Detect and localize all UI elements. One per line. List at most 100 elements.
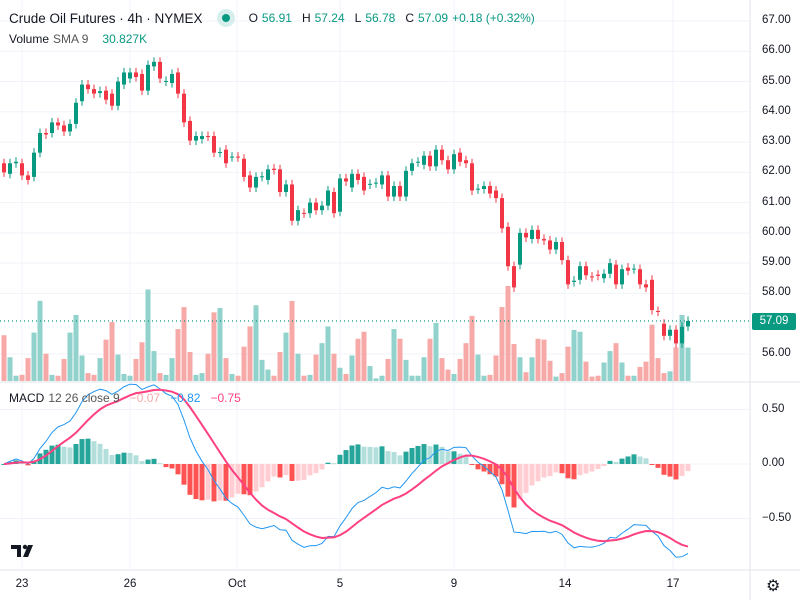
close-value: 57.09 bbox=[418, 11, 449, 25]
volume-bar bbox=[529, 357, 535, 381]
volume-bar bbox=[571, 329, 577, 381]
volume-bar bbox=[403, 359, 409, 381]
candle-body bbox=[50, 122, 54, 133]
macd-histogram-bar bbox=[685, 464, 691, 472]
volume-bar bbox=[13, 375, 19, 381]
macd-histogram-bar bbox=[211, 464, 217, 502]
macd-histogram-bar bbox=[109, 454, 115, 464]
time-label: 23 bbox=[15, 578, 29, 590]
market-status-icon bbox=[216, 9, 235, 27]
candle-body bbox=[338, 178, 342, 212]
candle-body bbox=[602, 273, 606, 279]
macd-histogram-bar bbox=[181, 464, 187, 485]
candle-body bbox=[662, 323, 666, 336]
macd-signal-value: −0.75 bbox=[210, 391, 241, 405]
volume-bar bbox=[619, 362, 625, 381]
macd-histogram-bar bbox=[55, 444, 61, 464]
price-tick-label: 60.00 bbox=[762, 225, 791, 238]
candle-body bbox=[170, 73, 174, 84]
macd-histogram-bar bbox=[43, 449, 49, 464]
macd-histogram-bar bbox=[187, 464, 193, 495]
macd-histogram-bar bbox=[481, 464, 487, 472]
candle-body bbox=[8, 163, 12, 174]
macd-histogram-bar bbox=[265, 464, 271, 482]
open-value: 56.91 bbox=[261, 11, 292, 25]
volume-bar bbox=[373, 378, 379, 381]
macd-histogram-bar bbox=[157, 463, 163, 465]
symbol-title[interactable]: Crude Oil Futures · 4h · NYMEX bbox=[9, 10, 203, 26]
macd-histogram-bar bbox=[1, 464, 7, 465]
volume-bar bbox=[265, 369, 271, 381]
macd-histogram-bar bbox=[589, 464, 595, 472]
macd-histogram-bar bbox=[355, 444, 361, 464]
macd-histogram-bar bbox=[433, 444, 439, 464]
candle-body bbox=[674, 329, 678, 344]
candle-body bbox=[260, 176, 264, 178]
volume-bar bbox=[337, 367, 343, 381]
volume-bar bbox=[55, 375, 61, 381]
candle-body bbox=[578, 266, 582, 280]
settings-gear-icon[interactable]: ⚙ bbox=[766, 578, 781, 595]
candle-body bbox=[614, 264, 618, 285]
macd-tick-label: −0.50 bbox=[762, 511, 792, 524]
macd-histogram-bar bbox=[643, 458, 649, 464]
candle-body bbox=[284, 184, 288, 193]
macd-histogram-bar bbox=[487, 464, 493, 475]
volume-bar bbox=[193, 374, 199, 381]
macd-histogram-bar bbox=[295, 464, 301, 481]
macd-histogram-bar bbox=[661, 464, 667, 475]
candle-body bbox=[584, 266, 588, 276]
candle-body bbox=[524, 232, 528, 238]
volume-bar bbox=[133, 359, 139, 381]
volume-bar bbox=[613, 343, 619, 381]
volume-bar bbox=[37, 300, 43, 381]
macd-histogram-bar bbox=[511, 464, 517, 508]
macd-histogram-bar bbox=[529, 464, 535, 486]
candle-body bbox=[638, 269, 642, 285]
candle-body bbox=[104, 90, 108, 100]
macd-histogram-bar bbox=[313, 464, 319, 474]
candle-body bbox=[212, 136, 216, 153]
macd-histogram-bar bbox=[301, 464, 307, 480]
macd-histogram-bar bbox=[121, 452, 127, 464]
candle-body bbox=[122, 72, 126, 85]
candle-body bbox=[404, 170, 408, 197]
volume-bar bbox=[25, 358, 31, 381]
price-tick-label: 66.00 bbox=[762, 44, 791, 57]
candle-body bbox=[656, 310, 660, 312]
volume-bar bbox=[541, 339, 547, 381]
macd-histogram-bar bbox=[577, 464, 583, 476]
candle-body bbox=[554, 241, 558, 250]
candle-body bbox=[116, 81, 120, 106]
macd-histogram-bar bbox=[679, 464, 685, 476]
macd-name[interactable]: MACD bbox=[9, 391, 45, 405]
macd-params: 12 26 close 9 bbox=[48, 391, 120, 405]
volume-legend: Volume SMA 9 30.827K bbox=[9, 32, 147, 46]
price-tick-label: 58.00 bbox=[762, 286, 791, 299]
volume-bar bbox=[601, 362, 607, 381]
candle-body bbox=[650, 279, 654, 311]
macd-histogram-bar bbox=[451, 451, 457, 464]
volume-bar bbox=[19, 374, 25, 381]
macd-histogram-bar bbox=[385, 451, 391, 464]
volume-bar bbox=[565, 346, 571, 381]
candle-body bbox=[302, 212, 306, 214]
tradingview-logo[interactable] bbox=[10, 541, 38, 561]
candle-body bbox=[26, 175, 30, 180]
macd-histogram-bar bbox=[571, 464, 577, 480]
volume-bar bbox=[439, 358, 445, 381]
volume-bar bbox=[385, 359, 391, 381]
macd-histogram-bar bbox=[625, 456, 631, 464]
time-label: Oct bbox=[228, 578, 246, 590]
volume-bar bbox=[685, 347, 691, 381]
volume-bar bbox=[463, 343, 469, 381]
volume-bar bbox=[409, 375, 415, 381]
candle-body bbox=[644, 284, 648, 288]
candle-body bbox=[98, 91, 102, 94]
volume-name[interactable]: Volume bbox=[9, 32, 50, 46]
price-tick-label: 59.00 bbox=[762, 256, 791, 269]
volume-bar bbox=[175, 329, 181, 381]
macd-histogram-bar bbox=[277, 464, 283, 478]
candle-body bbox=[254, 176, 258, 188]
